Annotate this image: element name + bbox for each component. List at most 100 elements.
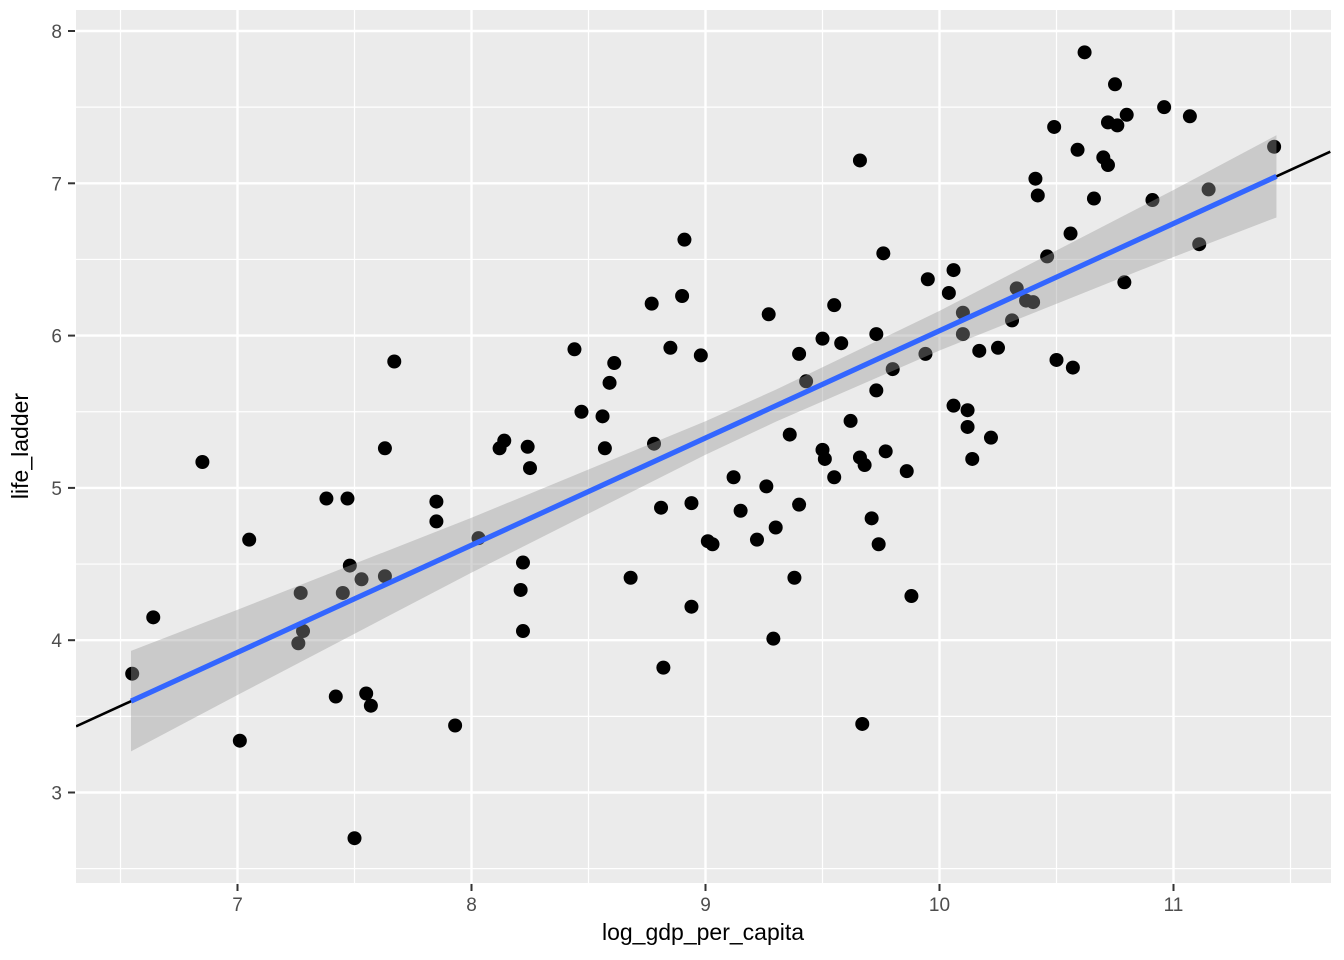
data-point: [1026, 295, 1041, 310]
data-point: [296, 624, 311, 639]
data-point: [567, 342, 582, 357]
data-point: [960, 403, 975, 418]
x-tick-label: 11: [1164, 895, 1184, 916]
data-point: [597, 441, 612, 456]
data-point: [920, 272, 935, 287]
data-point: [523, 461, 537, 476]
data-point: [319, 491, 334, 506]
data-point: [684, 496, 699, 511]
data-point: [857, 458, 872, 473]
data-point: [675, 289, 690, 304]
data-point: [965, 451, 980, 466]
data-point: [792, 346, 807, 361]
data-point: [363, 698, 378, 713]
data-point: [782, 427, 797, 442]
y-tick-label: 6: [51, 327, 62, 348]
data-point: [761, 307, 776, 322]
data-point: [644, 296, 659, 311]
data-point: [1145, 193, 1160, 208]
data-point: [834, 336, 849, 351]
y-tick-label: 5: [51, 479, 62, 500]
data-point: [955, 327, 970, 342]
axis-ticks: [68, 30, 1175, 891]
data-point: [1100, 158, 1115, 173]
data-point: [291, 636, 306, 651]
data-point: [705, 537, 720, 552]
data-point: [991, 340, 1005, 355]
data-point: [602, 375, 617, 390]
data-point: [146, 610, 161, 625]
data-point: [869, 327, 884, 342]
data-point: [904, 589, 919, 604]
data-point: [1005, 313, 1020, 328]
data-point: [876, 246, 891, 261]
data-point: [340, 491, 355, 506]
data-point: [656, 660, 671, 675]
data-point: [787, 570, 802, 585]
data-point: [1110, 118, 1125, 133]
data-point: [497, 433, 512, 448]
data-point: [387, 354, 402, 369]
plot-panel: [76, 10, 1331, 883]
data-point: [693, 348, 708, 363]
data-point: [918, 346, 933, 361]
data-point: [864, 511, 879, 526]
data-point: [817, 451, 832, 466]
data-point: [377, 441, 392, 456]
y-tick-label: 7: [51, 174, 62, 195]
data-point: [1201, 182, 1216, 197]
y-tick-label: 4: [51, 631, 62, 652]
data-point: [520, 439, 535, 454]
data-point: [677, 232, 692, 247]
data-point: [843, 413, 858, 428]
data-point: [1086, 191, 1101, 206]
ci-ribbon: [131, 135, 1277, 752]
x-tick-label: 10: [929, 895, 950, 916]
data-point: [768, 520, 783, 535]
data-point: [827, 298, 842, 313]
data-point: [335, 585, 350, 600]
data-point: [855, 716, 870, 731]
data-point: [1040, 249, 1055, 264]
major-gridlines: [76, 10, 1331, 883]
y-axis-title: life_ladder: [7, 393, 33, 499]
scatter-points: [125, 45, 1282, 846]
data-point: [1117, 275, 1132, 290]
data-point: [347, 831, 362, 846]
data-point: [1030, 188, 1045, 203]
smooth-line: [129, 173, 1278, 704]
x-axis-title: log_gdp_per_capita: [602, 919, 804, 945]
data-point: [377, 569, 392, 584]
data-point: [759, 479, 774, 494]
data-point: [513, 582, 528, 597]
data-point: [946, 398, 961, 413]
data-point: [654, 500, 669, 515]
data-point: [871, 537, 886, 552]
data-point: [799, 374, 814, 389]
data-point: [595, 409, 610, 424]
data-point: [852, 153, 867, 168]
data-point: [574, 404, 589, 419]
data-point: [792, 497, 807, 512]
x-tick-label: 8: [466, 895, 477, 916]
data-point: [972, 343, 987, 358]
data-point: [1049, 352, 1064, 367]
data-point: [726, 470, 741, 485]
data-point: [1065, 360, 1080, 375]
data-point: [293, 585, 308, 600]
confidence-ribbon: [131, 135, 1277, 752]
data-point: [878, 444, 893, 459]
data-point: [663, 340, 678, 355]
data-point: [429, 514, 444, 529]
data-point: [827, 470, 842, 485]
data-point: [195, 455, 210, 470]
data-point: [429, 494, 444, 509]
axis-tick-labels: 7 8 9 10 11 3 4 5 6 7 8: [51, 22, 1183, 916]
data-point: [1267, 139, 1282, 154]
data-point: [766, 631, 781, 646]
data-point: [733, 503, 748, 518]
data-point: [448, 718, 463, 733]
data-point: [1157, 100, 1172, 115]
